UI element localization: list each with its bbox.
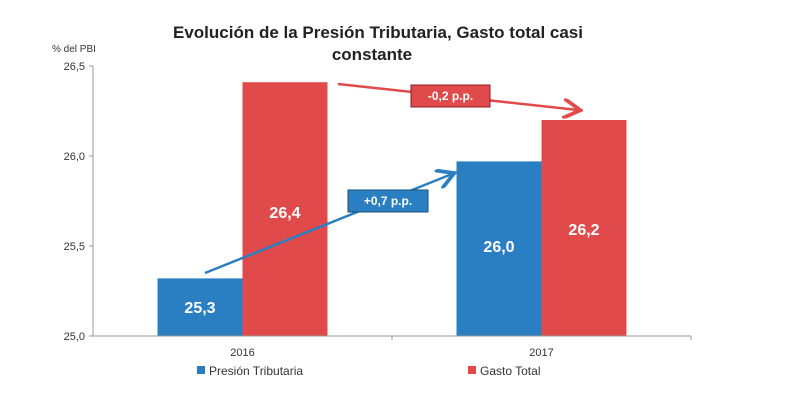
y-tick-label: 25,0 [64, 331, 85, 343]
y-tick-label: 26,0 [64, 151, 85, 163]
annotation-arrow [204, 174, 452, 275]
chart-title-line-2: constante [332, 45, 412, 64]
data-label: 26,4 [269, 205, 300, 222]
legend-swatch [197, 366, 205, 374]
y-tick-label: 26,5 [64, 61, 85, 73]
bar-gasto-total-2017 [541, 120, 627, 336]
bar-gasto-total-2016 [242, 82, 328, 336]
legend-label: Presión Tributaria [209, 364, 303, 378]
legend-swatch [468, 366, 476, 374]
data-label: 26,2 [568, 222, 599, 239]
bar-presión-tributaria-2016 [157, 278, 243, 336]
y-tick-label: 25,5 [64, 241, 85, 253]
annotation-label: -0,2 p.p. [428, 89, 473, 103]
annotation-label: +0,7 p.p. [364, 194, 412, 208]
x-tick-label: 2016 [230, 347, 254, 359]
chart-title-line-1: Evolución de la Presión Tributaria, Gast… [173, 23, 583, 42]
legend-label: Gasto Total [480, 364, 540, 378]
annotation-box [347, 189, 429, 213]
data-label: 26,0 [483, 239, 514, 256]
bar-presión-tributaria-2017 [456, 161, 542, 336]
annotation-box [410, 84, 491, 108]
y-axis-label: % del PBI [52, 44, 96, 55]
data-label: 25,3 [184, 300, 215, 317]
x-tick-label: 2017 [529, 347, 553, 359]
